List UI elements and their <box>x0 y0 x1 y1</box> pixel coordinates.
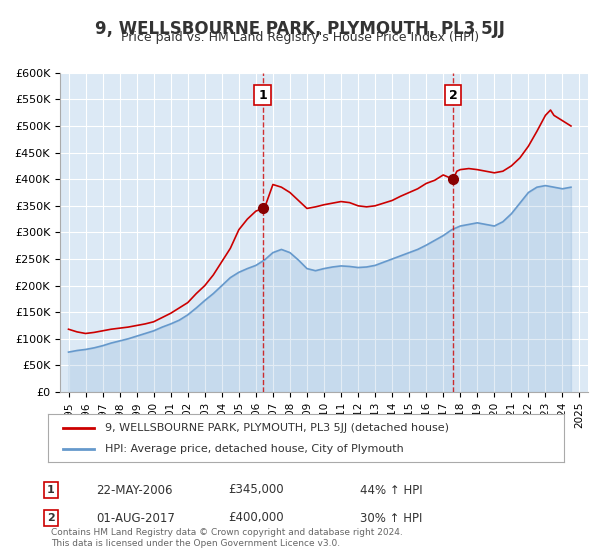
Text: 44% ↑ HPI: 44% ↑ HPI <box>360 483 422 497</box>
Text: Contains HM Land Registry data © Crown copyright and database right 2024.
This d: Contains HM Land Registry data © Crown c… <box>51 528 403 548</box>
Text: 9, WELLSBOURNE PARK, PLYMOUTH, PL3 5JJ: 9, WELLSBOURNE PARK, PLYMOUTH, PL3 5JJ <box>95 20 505 38</box>
Text: 2: 2 <box>47 513 55 523</box>
Text: £400,000: £400,000 <box>228 511 284 525</box>
Text: 22-MAY-2006: 22-MAY-2006 <box>96 483 173 497</box>
Text: 30% ↑ HPI: 30% ↑ HPI <box>360 511 422 525</box>
Text: £345,000: £345,000 <box>228 483 284 497</box>
Text: Price paid vs. HM Land Registry's House Price Index (HPI): Price paid vs. HM Land Registry's House … <box>121 31 479 44</box>
Text: 2: 2 <box>449 88 457 102</box>
Text: 1: 1 <box>258 88 267 102</box>
Text: 9, WELLSBOURNE PARK, PLYMOUTH, PL3 5JJ (detached house): 9, WELLSBOURNE PARK, PLYMOUTH, PL3 5JJ (… <box>105 423 449 433</box>
Text: 01-AUG-2017: 01-AUG-2017 <box>96 511 175 525</box>
Text: 1: 1 <box>47 485 55 495</box>
Text: HPI: Average price, detached house, City of Plymouth: HPI: Average price, detached house, City… <box>105 444 404 454</box>
